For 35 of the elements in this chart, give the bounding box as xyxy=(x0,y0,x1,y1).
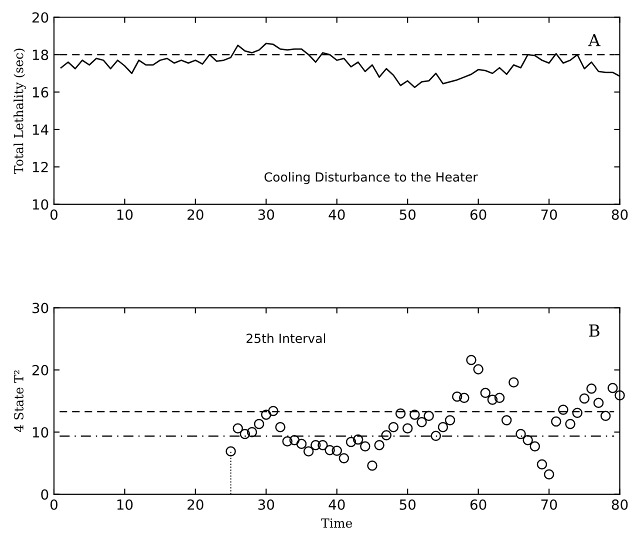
y-tick-label: 10 xyxy=(32,199,48,210)
y-tick-label: 12 xyxy=(32,162,48,172)
y-tick-label: 0 xyxy=(41,489,48,500)
x-tick-label: 10 xyxy=(117,209,133,220)
y-tick-label: 20 xyxy=(32,364,48,376)
x-tick-label: 0 xyxy=(50,209,58,220)
x-axis-title: Time xyxy=(321,518,352,528)
y-tick-label: 14 xyxy=(32,124,48,135)
x-tick-label: 30 xyxy=(258,499,274,510)
x-tick-label: 70 xyxy=(541,209,557,220)
x-tick-label: 60 xyxy=(470,209,486,220)
annotation: A xyxy=(588,34,600,46)
x-tick-label: 80 xyxy=(612,209,628,220)
x-tick-label: 80 xyxy=(612,499,628,510)
x-tick-label: 30 xyxy=(258,209,274,220)
annotation: B xyxy=(589,324,600,337)
y-axis-title: 4 State T² xyxy=(14,370,24,432)
x-tick-label: 10 xyxy=(117,499,133,510)
annotation: Cooling Disturbance to the Heater xyxy=(264,172,478,184)
y-tick-label: 18 xyxy=(32,50,48,60)
x-tick-label: 50 xyxy=(400,209,416,220)
x-tick-label: 40 xyxy=(328,499,345,510)
x-tick-label: 0 xyxy=(50,499,58,510)
x-tick-label: 70 xyxy=(541,499,557,510)
y-tick-label: 20 xyxy=(32,12,48,23)
annotation: 25th Interval xyxy=(246,333,326,344)
x-tick-label: 60 xyxy=(470,499,486,510)
y-tick-label: 10 xyxy=(32,427,48,438)
y-axis-title: Total Lethality (sec) xyxy=(14,48,26,174)
y-tick-label: 30 xyxy=(32,302,48,314)
x-tick-label: 20 xyxy=(188,499,204,510)
x-tick-label: 20 xyxy=(188,209,204,220)
x-tick-label: 40 xyxy=(328,209,345,220)
x-tick-label: 50 xyxy=(400,499,416,510)
y-tick-label: 16 xyxy=(32,87,48,98)
